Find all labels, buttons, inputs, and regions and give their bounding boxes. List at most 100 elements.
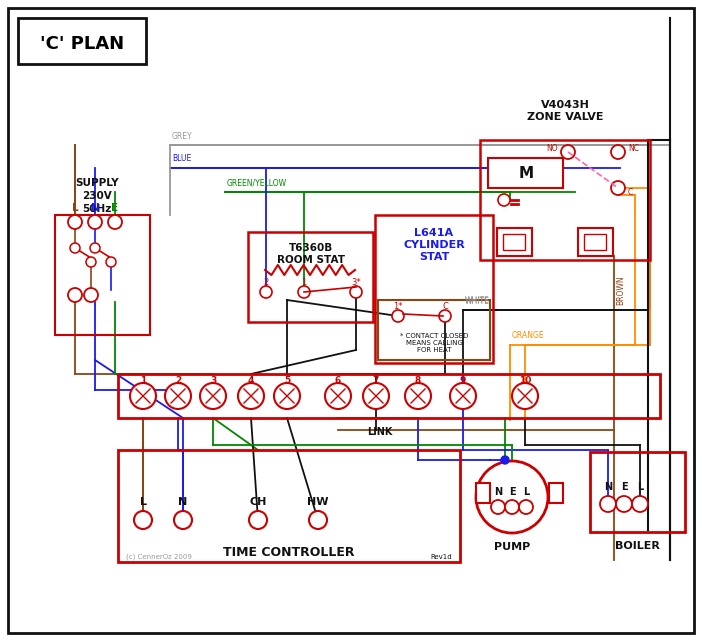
Text: M: M bbox=[519, 165, 534, 181]
Circle shape bbox=[505, 500, 519, 514]
Circle shape bbox=[88, 215, 102, 229]
Text: WHITE: WHITE bbox=[465, 296, 490, 305]
Text: N: N bbox=[91, 203, 100, 213]
Text: 1: 1 bbox=[301, 278, 307, 287]
Text: 'C' PLAN: 'C' PLAN bbox=[40, 35, 124, 53]
Text: 7: 7 bbox=[373, 376, 379, 385]
Text: 10: 10 bbox=[519, 376, 531, 385]
Circle shape bbox=[561, 145, 575, 159]
Text: L: L bbox=[523, 487, 529, 497]
Circle shape bbox=[476, 461, 548, 533]
Circle shape bbox=[106, 257, 116, 267]
Bar bbox=[480, 140, 650, 260]
Circle shape bbox=[165, 383, 191, 409]
Text: N: N bbox=[178, 497, 187, 507]
Text: PUMP: PUMP bbox=[494, 542, 530, 552]
Bar bbox=[578, 228, 613, 256]
Circle shape bbox=[363, 383, 389, 409]
Text: 6: 6 bbox=[335, 376, 341, 385]
Circle shape bbox=[611, 145, 625, 159]
Text: 5: 5 bbox=[284, 376, 290, 385]
Circle shape bbox=[611, 181, 625, 195]
Circle shape bbox=[134, 511, 152, 529]
Circle shape bbox=[174, 511, 192, 529]
Bar bbox=[378, 300, 490, 360]
Circle shape bbox=[238, 383, 264, 409]
Bar bbox=[55, 215, 150, 335]
Text: NO: NO bbox=[546, 144, 558, 153]
Bar bbox=[476, 483, 490, 503]
Circle shape bbox=[325, 383, 351, 409]
Text: N: N bbox=[604, 482, 612, 492]
Circle shape bbox=[632, 496, 648, 512]
Text: 1*: 1* bbox=[393, 301, 403, 310]
Text: GREEN/YELLOW: GREEN/YELLOW bbox=[227, 178, 287, 187]
Circle shape bbox=[405, 383, 431, 409]
Text: 3: 3 bbox=[210, 376, 216, 385]
Bar bbox=[488, 158, 563, 188]
Text: V4043H
ZONE VALVE: V4043H ZONE VALVE bbox=[526, 101, 603, 122]
Bar bbox=[118, 450, 460, 562]
Bar bbox=[375, 215, 493, 363]
Circle shape bbox=[86, 257, 96, 267]
Bar bbox=[549, 483, 563, 503]
Circle shape bbox=[512, 383, 538, 409]
Bar bbox=[584, 234, 606, 250]
Text: 1: 1 bbox=[140, 376, 146, 385]
Circle shape bbox=[90, 243, 100, 253]
Bar bbox=[503, 234, 525, 250]
Text: Rev1d: Rev1d bbox=[430, 554, 452, 560]
Bar bbox=[248, 232, 373, 322]
Text: WHITE: WHITE bbox=[465, 297, 490, 306]
Text: BOILER: BOILER bbox=[615, 541, 660, 551]
Circle shape bbox=[501, 456, 509, 464]
Circle shape bbox=[491, 500, 505, 514]
Text: 3*: 3* bbox=[351, 278, 361, 287]
Text: E: E bbox=[509, 487, 515, 497]
Bar bbox=[590, 452, 685, 532]
Circle shape bbox=[309, 511, 327, 529]
Text: ORANGE: ORANGE bbox=[512, 331, 545, 340]
Circle shape bbox=[519, 500, 533, 514]
Text: (c) CennerOz 2009: (c) CennerOz 2009 bbox=[126, 553, 192, 560]
Circle shape bbox=[249, 511, 267, 529]
Text: C: C bbox=[628, 188, 633, 197]
Circle shape bbox=[600, 496, 616, 512]
Circle shape bbox=[200, 383, 226, 409]
Text: C: C bbox=[442, 301, 448, 310]
Text: NC: NC bbox=[628, 144, 639, 153]
Circle shape bbox=[450, 383, 476, 409]
Circle shape bbox=[298, 286, 310, 298]
Circle shape bbox=[70, 243, 80, 253]
Text: HW: HW bbox=[307, 497, 329, 507]
Circle shape bbox=[108, 215, 122, 229]
Circle shape bbox=[84, 288, 98, 302]
Text: T6360B
ROOM STAT: T6360B ROOM STAT bbox=[277, 243, 345, 265]
Bar bbox=[497, 228, 532, 256]
Circle shape bbox=[68, 288, 82, 302]
Text: E: E bbox=[621, 482, 628, 492]
Circle shape bbox=[439, 310, 451, 322]
Text: 4: 4 bbox=[248, 376, 254, 385]
Text: L: L bbox=[637, 482, 643, 492]
Text: E: E bbox=[112, 203, 119, 213]
Text: 8: 8 bbox=[415, 376, 421, 385]
Text: N: N bbox=[494, 487, 502, 497]
Circle shape bbox=[616, 496, 632, 512]
Circle shape bbox=[392, 310, 404, 322]
Circle shape bbox=[498, 194, 510, 206]
Text: 2: 2 bbox=[263, 278, 269, 287]
Text: TIME CONTROLLER: TIME CONTROLLER bbox=[223, 545, 355, 558]
Circle shape bbox=[130, 383, 156, 409]
Bar bbox=[118, 374, 660, 418]
Text: LINK: LINK bbox=[367, 427, 392, 437]
Circle shape bbox=[350, 286, 362, 298]
Text: L641A
CYLINDER
STAT: L641A CYLINDER STAT bbox=[403, 228, 465, 262]
Text: BLUE: BLUE bbox=[172, 154, 191, 163]
Circle shape bbox=[260, 286, 272, 298]
Text: GREY: GREY bbox=[172, 132, 192, 141]
Text: SUPPLY
230V
50Hz: SUPPLY 230V 50Hz bbox=[75, 178, 119, 214]
Text: L: L bbox=[72, 203, 79, 213]
Text: 2: 2 bbox=[175, 376, 181, 385]
Text: 9: 9 bbox=[460, 376, 466, 385]
